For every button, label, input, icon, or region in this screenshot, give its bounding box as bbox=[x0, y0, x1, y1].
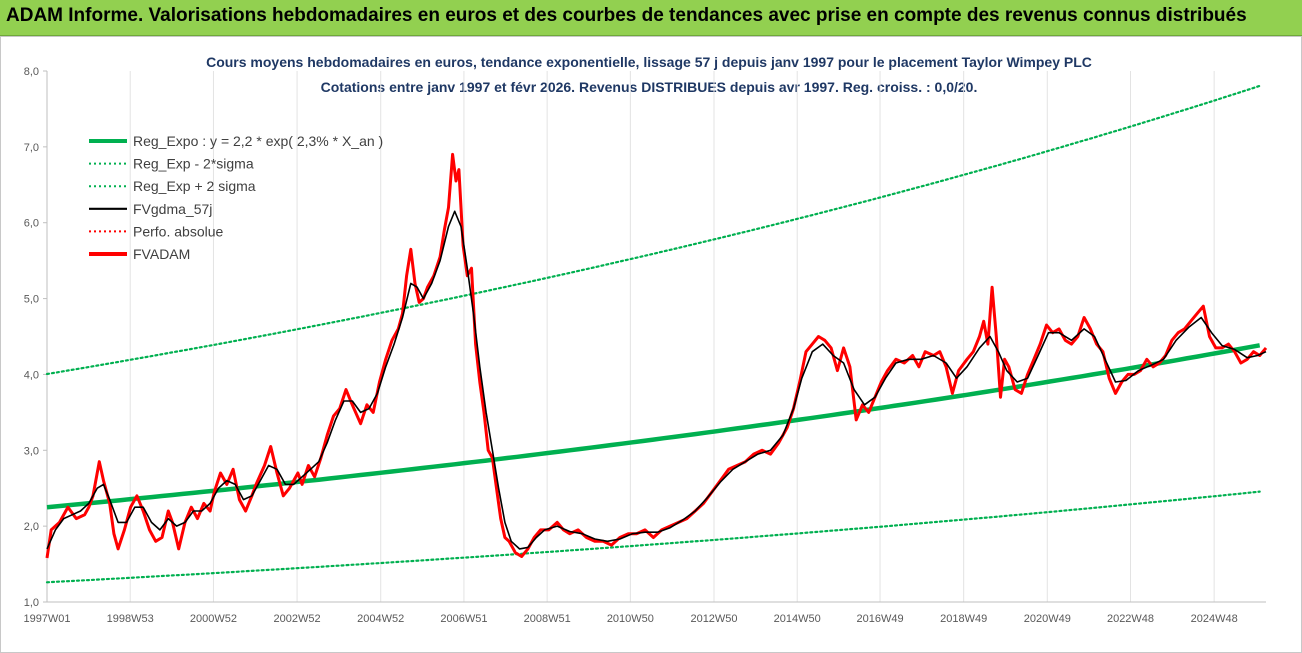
x-tick-label: 2018W49 bbox=[940, 613, 987, 625]
chart-title-line1: Cours moyens hebdomadaires en euros, ten… bbox=[206, 54, 1092, 70]
x-tick-label: 2024W48 bbox=[1191, 613, 1238, 625]
y-tick-label: 8,0 bbox=[24, 66, 39, 78]
x-tick-label: 2022W48 bbox=[1107, 613, 1154, 625]
line-chart: Cours moyens hebdomadaires en euros, ten… bbox=[23, 54, 1268, 625]
x-tick-label: 2020W49 bbox=[1024, 613, 1071, 625]
legend-label: Reg_Exp + 2 sigma bbox=[133, 178, 256, 194]
series-reg-exp-plus-2sigma bbox=[45, 84, 1261, 376]
x-tick-label: 2016W49 bbox=[856, 613, 903, 625]
legend-label: FVgdma_57j bbox=[133, 201, 212, 217]
x-tick-label: 2004W52 bbox=[357, 613, 404, 625]
x-tick-label: 2002W52 bbox=[274, 613, 321, 625]
series-fvgdma-57j bbox=[46, 210, 1267, 550]
x-tick-label: 1997W01 bbox=[23, 613, 70, 625]
y-tick-label: 2,0 bbox=[24, 521, 39, 533]
y-tick-label: 7,0 bbox=[24, 142, 39, 154]
chart-frame: Cours moyens hebdomadaires en euros, ten… bbox=[0, 36, 1302, 653]
chart-legend: Reg_Expo : y = 2,2 * exp( 2,3% * X_an ) R… bbox=[89, 133, 383, 262]
chart-title-line2: Cotations entre janv 1997 et févr 2026. … bbox=[321, 79, 978, 95]
x-tick-label: 2010W50 bbox=[607, 613, 654, 625]
banner-title: ADAM Informe. Valorisations hebdomadaire… bbox=[6, 5, 1247, 26]
legend-label: Reg_Expo : y = 2,2 * exp( 2,3% * X_an ) bbox=[133, 133, 383, 149]
y-tick-label: 5,0 bbox=[24, 294, 39, 306]
x-tick-label: 2000W52 bbox=[190, 613, 237, 625]
legend-label: Reg_Exp - 2*sigma bbox=[133, 156, 254, 172]
y-tick-label: 1,0 bbox=[24, 597, 39, 609]
x-tick-label: 2008W51 bbox=[524, 613, 571, 625]
y-tick-label: 4,0 bbox=[24, 369, 39, 381]
legend-label: FVADAM bbox=[133, 246, 190, 262]
y-tick-label: 6,0 bbox=[24, 218, 39, 230]
x-tick-label: 1998W53 bbox=[107, 613, 154, 625]
y-tick-label: 3,0 bbox=[24, 445, 39, 457]
x-tick-label: 2014W50 bbox=[774, 613, 821, 625]
report-banner: ADAM Informe. Valorisations hebdomadaire… bbox=[0, 0, 1302, 36]
series-reg-exp-minus-2sigma bbox=[45, 490, 1261, 584]
x-axis: 1997W01 1998W53 2000W52 2002W52 2004W52 2006W… bbox=[23, 601, 1266, 625]
x-tick-label: 2012W50 bbox=[690, 613, 737, 625]
legend-label: Perfo. absolue bbox=[133, 223, 223, 239]
plot-area bbox=[45, 84, 1268, 584]
chart-gridlines bbox=[46, 71, 1215, 602]
y-axis: 1,0 2,0 3,0 4,0 5,0 6,0 7,0 8,0 bbox=[24, 66, 48, 609]
series-reg-expo bbox=[46, 343, 1261, 510]
x-tick-label: 2006W51 bbox=[440, 613, 487, 625]
series-fvadam bbox=[45, 152, 1268, 559]
